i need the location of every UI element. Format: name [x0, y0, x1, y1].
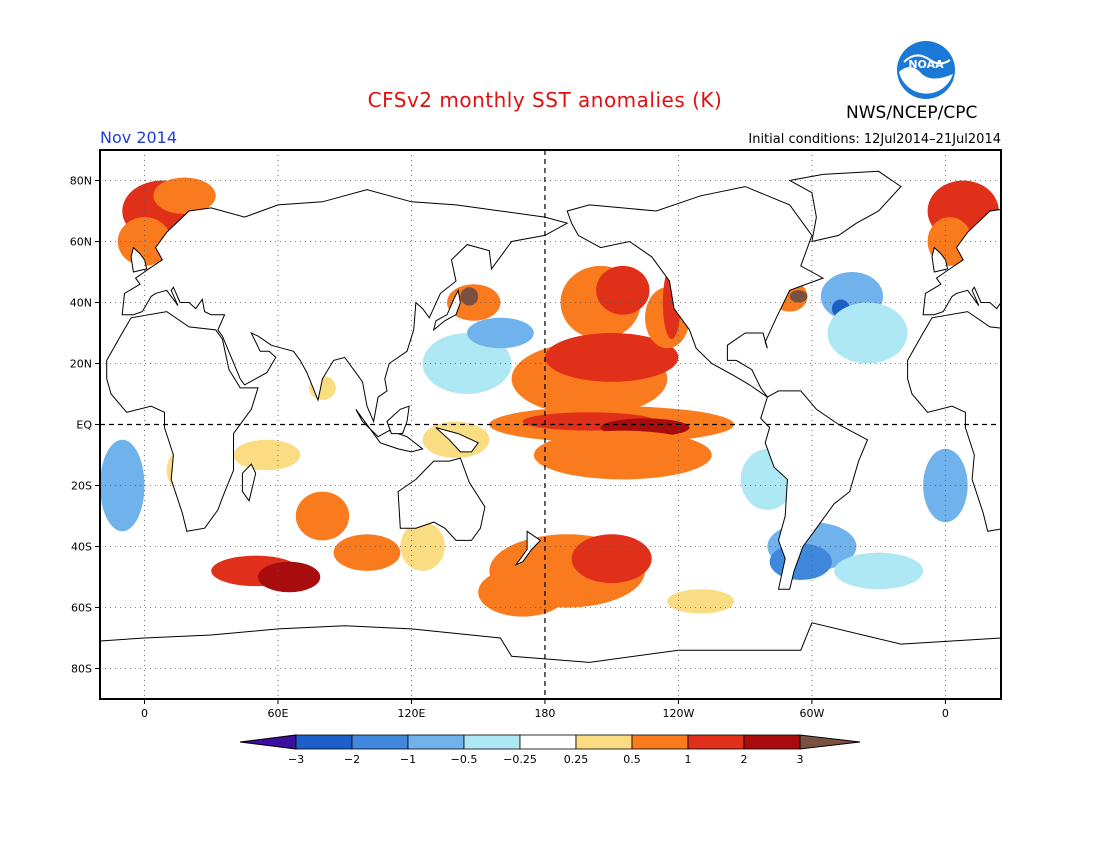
- colorbar: −3 −2 −1 −0.5 −0.25 0.25 0.5 1 2 3: [239, 734, 861, 766]
- lon-label: 60W: [799, 707, 824, 720]
- colorbar-low-arrow: [239, 734, 297, 750]
- anomaly-patch-32: [467, 317, 534, 349]
- colorbar-swatch: [463, 734, 521, 750]
- lon-label: 0: [141, 707, 148, 720]
- colorbar-swatch: [519, 734, 577, 750]
- new-guinea: [435, 427, 479, 453]
- valid-month-label: Nov 2014: [100, 128, 178, 147]
- lat-label: 80S: [71, 663, 92, 676]
- colorbar-swatch: [351, 734, 409, 750]
- lat-label: 40N: [70, 297, 92, 310]
- colorbar-swatch: [295, 734, 353, 750]
- initial-conditions-label: Initial conditions: 12Jul2014–21Jul2014: [748, 132, 1001, 147]
- noaa-logo-icon: NOAA: [897, 41, 955, 99]
- africa: [106, 311, 259, 532]
- anomaly-patch-41: [667, 589, 735, 614]
- colorbar-swatch: [575, 734, 633, 750]
- logo-text: NOAA: [908, 58, 944, 71]
- anomaly-patch-31: [422, 333, 512, 394]
- lon-label: 120E: [397, 707, 425, 720]
- lat-label: 20S: [71, 480, 92, 493]
- lon-label: 120W: [662, 707, 694, 720]
- lat-label: 60S: [71, 602, 92, 615]
- anomaly-patch-3: [544, 333, 679, 382]
- anomaly-patch-9: [571, 534, 652, 584]
- lat-label: 20N: [70, 358, 92, 371]
- colorbar-label: 3: [797, 753, 804, 766]
- anomaly-patch-16: [117, 217, 172, 266]
- anomaly-patch-1: [596, 265, 650, 315]
- uk: [130, 246, 148, 273]
- anomaly-patch-22: [789, 290, 808, 303]
- anomaly-patch-37: [400, 522, 445, 571]
- north-america: [566, 186, 825, 398]
- graticule: [100, 150, 1001, 699]
- colorbar-swatch: [407, 734, 465, 750]
- eurasia: [121, 189, 569, 424]
- longitude-labels: 0 60E 120E 180 120W 60W 0: [141, 699, 949, 720]
- lon-label: 60E: [267, 707, 288, 720]
- colorbar-label: −3: [288, 753, 304, 766]
- south-america: [760, 390, 869, 590]
- colorbar-swatch: [743, 734, 801, 750]
- anomaly-patch-28: [834, 552, 924, 590]
- madagascar: [241, 463, 257, 502]
- lon-label: 0: [942, 707, 949, 720]
- colorbar-label: −0.25: [503, 753, 537, 766]
- latitude-labels: 80N 60N 40N 20N EQ 20S 40S 60S 80S: [70, 175, 100, 676]
- continents: [100, 170, 1001, 699]
- anomaly-patch-17: [153, 177, 216, 215]
- borneo: [386, 405, 410, 435]
- colorbar-swatch: [687, 734, 745, 750]
- colorbar-label: 2: [741, 753, 748, 766]
- new-zealand: [514, 530, 542, 567]
- indonesia: [355, 409, 424, 453]
- colorbar-label: 0.25: [564, 753, 589, 766]
- anomaly-patch-14: [460, 287, 479, 306]
- agency-label: NWS/NCEP/CPC: [846, 103, 978, 123]
- anomaly-patch-25: [827, 302, 908, 364]
- anomaly-patch-7: [533, 430, 712, 480]
- lat-label: 80N: [70, 175, 92, 188]
- lat-label: EQ: [76, 419, 92, 432]
- colorbar-label: −2: [344, 753, 360, 766]
- uk-wrap: [931, 246, 949, 273]
- eurasia-wrap: [922, 208, 1001, 316]
- japan: [432, 288, 461, 332]
- anomaly-patch-34: [257, 561, 321, 593]
- colorbar-label: 1: [685, 753, 692, 766]
- greenland: [788, 170, 902, 243]
- map-title: CFSv2 monthly SST anomalies (K): [367, 88, 723, 112]
- anomaly-patch-29: [100, 439, 145, 532]
- anomaly-patch-35: [333, 534, 401, 571]
- colorbar-label: −0.5: [451, 753, 478, 766]
- anomaly-patch-36: [295, 491, 350, 541]
- lat-label: 60N: [70, 236, 92, 249]
- antarctica: [100, 622, 1001, 699]
- africa-wrap: [907, 311, 1001, 532]
- colorbar-label: 0.5: [623, 753, 641, 766]
- colorbar-label: −1: [400, 753, 416, 766]
- colorbar-swatch: [631, 734, 689, 750]
- anomaly-patch-10: [478, 567, 568, 617]
- lat-label: 40S: [71, 541, 92, 554]
- australia: [397, 457, 486, 541]
- colorbar-high-arrow: [799, 734, 861, 750]
- anomaly-patch-40: [233, 439, 301, 471]
- lon-label: 180: [534, 707, 555, 720]
